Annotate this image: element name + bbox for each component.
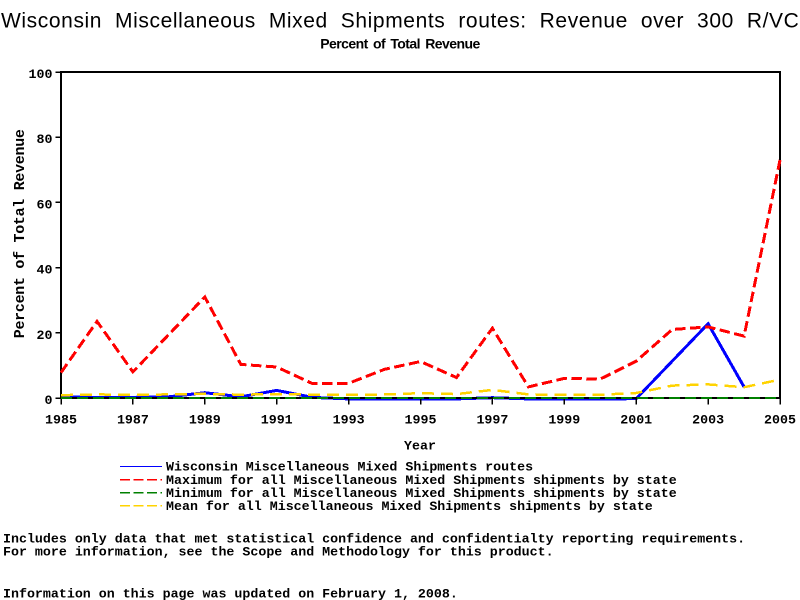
svg-text:80: 80 — [37, 132, 53, 147]
svg-text:Information on this page was u: Information on this page was updated on … — [3, 587, 458, 600]
svg-text:Percent of Total Revenue: Percent of Total Revenue — [320, 36, 480, 52]
svg-text:1987: 1987 — [117, 413, 149, 428]
svg-text:1997: 1997 — [476, 413, 508, 428]
svg-text:Wisconsin Miscellaneous Mixed: Wisconsin Miscellaneous Mixed Shipments … — [1, 10, 799, 33]
svg-text:60: 60 — [37, 197, 53, 212]
svg-text:Minimum for all Miscellaneous: Minimum for all Miscellaneous Mixed Ship… — [166, 486, 677, 501]
svg-text:Maximum for all Miscellaneous: Maximum for all Miscellaneous Mixed Ship… — [166, 473, 677, 488]
svg-text:2003: 2003 — [692, 413, 724, 428]
svg-text:1993: 1993 — [333, 413, 365, 428]
svg-text:40: 40 — [37, 263, 53, 278]
svg-text:Percent of Total Revenue: Percent of Total Revenue — [12, 129, 29, 338]
svg-text:100: 100 — [29, 67, 53, 82]
svg-text:1991: 1991 — [261, 413, 293, 428]
svg-text:0: 0 — [45, 393, 53, 408]
svg-text:2005: 2005 — [764, 413, 796, 428]
svg-text:20: 20 — [37, 328, 53, 343]
svg-text:2001: 2001 — [620, 413, 652, 428]
svg-text:1985: 1985 — [45, 413, 77, 428]
svg-text:1995: 1995 — [405, 413, 437, 428]
svg-text:Year: Year — [404, 439, 436, 454]
svg-text:1999: 1999 — [548, 413, 580, 428]
svg-text:Wisconsin Miscellaneous Mixed: Wisconsin Miscellaneous Mixed Shipments … — [166, 460, 533, 475]
svg-text:1989: 1989 — [189, 413, 221, 428]
svg-text:For more information, see the: For more information, see the Scope and … — [3, 545, 554, 560]
svg-text:Includes only data that met st: Includes only data that met statistical … — [3, 532, 745, 547]
svg-text:Mean for all Miscellaneous Mix: Mean for all Miscellaneous Mixed Shipmen… — [166, 499, 653, 514]
